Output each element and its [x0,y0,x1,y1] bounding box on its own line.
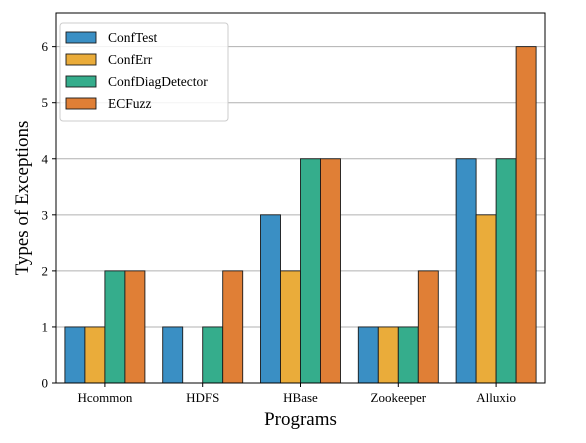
legend-label-ecfuzz: ECFuzz [108,96,152,111]
x-tick-label: HDFS [186,390,219,405]
y-axis-label: Types of Exceptions [12,121,33,276]
x-axis-ticks: Hcommon HDFS HBase Zookeeper Alluxio [77,383,516,405]
legend-label-conftest: ConfTest [108,30,158,45]
bar-confdiagdetector-hdfs [202,326,224,384]
bar-ecfuzz-hdfs [222,270,244,384]
x-axis-label: Programs [264,409,337,430]
legend-box [59,22,229,122]
bars [64,46,537,384]
y-tick-label: 3 [42,207,49,222]
x-tick-label: Hcommon [77,390,132,405]
bar-conftest-hbase [260,214,281,384]
bar-conftest-zookeeper [357,326,379,384]
bar-conferr-hcommon [84,326,106,384]
bar-conftest-alluxio [455,158,477,384]
y-tick-label: 1 [42,319,49,334]
bar-conftest-hdfs [162,326,184,384]
legend: ConfTest ConfErr ConfDiagDetector ECFuzz [59,22,229,122]
x-tick-label: HBase [283,390,318,405]
y-tick-label: 5 [42,95,49,110]
bar-confdiagdetector-zookeeper [397,326,419,384]
y-tick-label: 2 [42,263,49,278]
bar-conferr-zookeeper [377,326,399,384]
bar-confdiagdetector-hbase [300,158,321,384]
bar-conftest-hcommon [64,326,86,384]
legend-swatch-confdiagdetector [65,75,97,88]
bar-ecfuzz-zookeeper [417,270,439,384]
y-axis-ticks: 0 1 2 3 4 5 6 [42,39,56,391]
bar-ecfuzz-hcommon [124,270,146,384]
y-tick-label: 0 [42,376,49,391]
bar-conferr-alluxio [475,214,497,384]
legend-label-confdiagdetector: ConfDiagDetector [108,74,208,89]
bar-confdiagdetector-alluxio [495,158,517,384]
legend-label-conferr: ConfErr [108,52,153,67]
bar-ecfuzz-hbase [320,158,341,384]
x-tick-label: Alluxio [476,390,516,405]
legend-swatch-conftest [65,31,97,44]
y-tick-label: 6 [42,39,49,54]
bar-ecfuzz-alluxio [515,46,537,384]
legend-swatch-conferr [65,53,97,66]
bar-confdiagdetector-hcommon [104,270,126,384]
legend-swatch-ecfuzz [65,97,97,110]
bar-conferr-hbase [280,270,301,384]
x-tick-label: Zookeeper [371,390,427,405]
y-tick-label: 4 [42,151,49,166]
